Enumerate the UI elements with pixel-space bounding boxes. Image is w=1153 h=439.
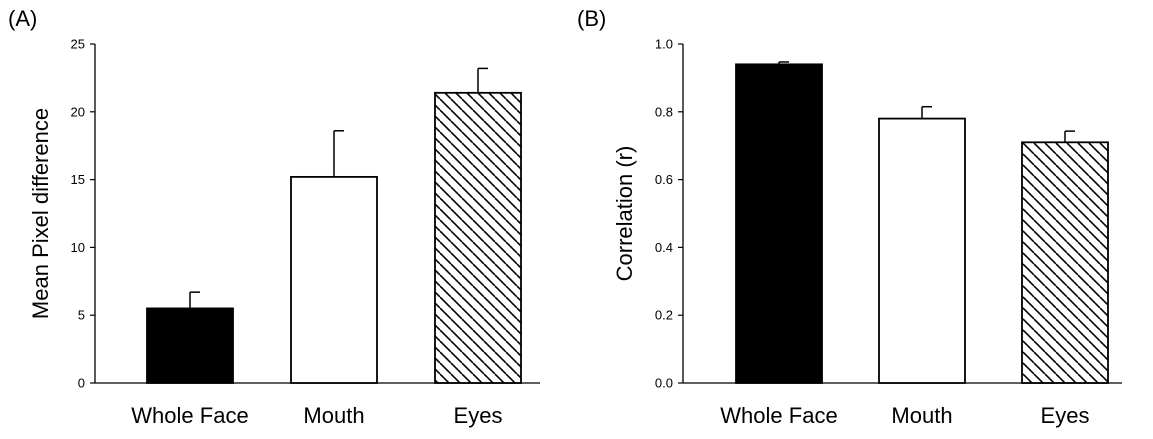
y-axis-title: Correlation (r) bbox=[612, 146, 637, 282]
bar-whole-face bbox=[735, 63, 823, 384]
x-category-label: Whole Face bbox=[131, 403, 248, 428]
y-tick-label: 20 bbox=[71, 104, 85, 119]
y-tick-label: 0 bbox=[78, 376, 85, 391]
y-tick-label: 0.4 bbox=[655, 240, 673, 255]
x-category-label: Eyes bbox=[1041, 403, 1090, 428]
x-category-label: Mouth bbox=[303, 403, 364, 428]
bar-mouth bbox=[290, 175, 378, 384]
y-tick-label: 0.2 bbox=[655, 308, 673, 323]
y-tick-label: 0.0 bbox=[655, 376, 673, 391]
x-category-label: Eyes bbox=[454, 403, 503, 428]
panel-label: (A) bbox=[8, 6, 37, 31]
x-category-label: Whole Face bbox=[720, 403, 837, 428]
y-tick-label: 5 bbox=[78, 308, 85, 323]
y-tick-label: 0.6 bbox=[655, 172, 673, 187]
panel-label: (B) bbox=[577, 6, 606, 31]
y-tick-label: 10 bbox=[71, 240, 85, 255]
bar-eyes bbox=[434, 91, 522, 384]
y-tick-label: 15 bbox=[71, 172, 85, 187]
y-tick-label: 1.0 bbox=[655, 37, 673, 52]
bar-eyes bbox=[1021, 141, 1109, 384]
panel-a: (A) 0 5 10 15 20 25 Mean Pixel difference Whole … bbox=[8, 6, 540, 428]
bar-mouth bbox=[878, 117, 966, 384]
y-tick-label: 25 bbox=[71, 37, 85, 52]
y-tick-label: 0.8 bbox=[655, 104, 673, 119]
panel-b: (B) 0.0 0.2 0.4 0.6 0.8 1.0 Correlation (r) Whol… bbox=[577, 6, 1122, 428]
bar-whole-face bbox=[146, 307, 234, 384]
y-axis-title: Mean Pixel difference bbox=[28, 108, 53, 319]
x-category-label: Mouth bbox=[891, 403, 952, 428]
